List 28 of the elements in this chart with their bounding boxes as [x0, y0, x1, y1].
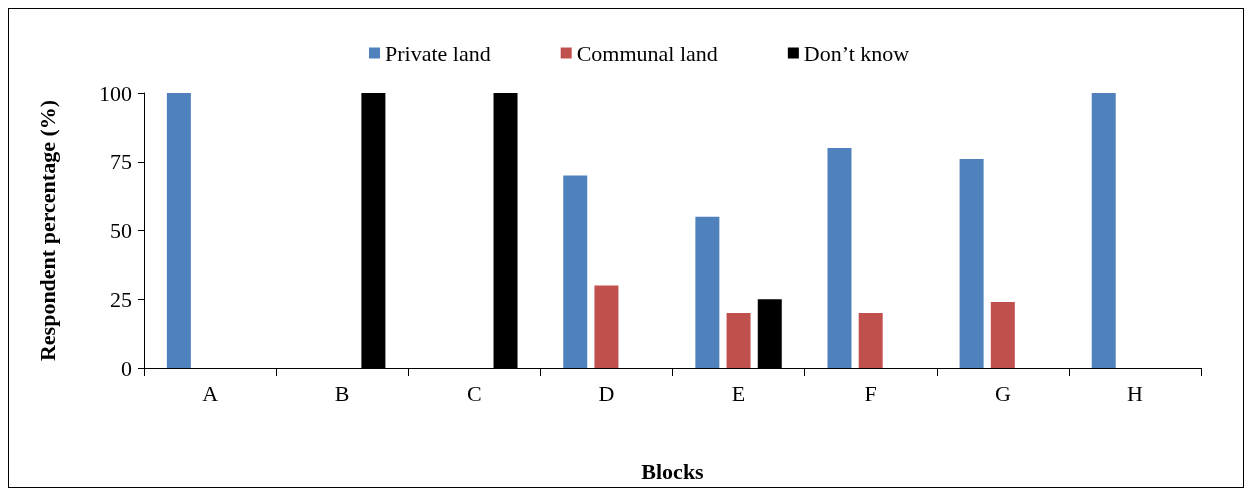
- y-tick-label: 25: [110, 286, 132, 312]
- bar: [726, 313, 751, 368]
- bar: [858, 313, 883, 368]
- y-tick-label: 0: [121, 355, 132, 381]
- bar: [990, 302, 1015, 368]
- bar: [959, 159, 984, 368]
- bar: [695, 216, 720, 368]
- legend-label: Communal land: [576, 40, 718, 66]
- y-axis-title: Respondent percentage (%): [34, 99, 60, 362]
- x-tick-label: G: [994, 380, 1011, 406]
- bar: [1091, 93, 1116, 368]
- legend-label: Private land: [385, 40, 491, 66]
- bar: [563, 175, 588, 368]
- x-tick-label: D: [598, 380, 615, 406]
- bar: [166, 93, 191, 368]
- x-tick-label: C: [466, 380, 482, 406]
- bar: [594, 285, 619, 368]
- y-tick-label: 75: [110, 149, 132, 175]
- x-tick-label: F: [864, 380, 877, 406]
- y-tick-label: 100: [99, 80, 132, 106]
- x-tick-label: A: [202, 380, 219, 406]
- y-tick-label: 50: [110, 218, 132, 243]
- x-axis-title: Blocks: [641, 458, 705, 484]
- x-tick-label: H: [1126, 380, 1143, 406]
- legend-label: Don’t know: [803, 40, 910, 66]
- x-tick-label: E: [731, 380, 746, 406]
- bar: [827, 148, 852, 368]
- x-tick-label: B: [334, 380, 350, 406]
